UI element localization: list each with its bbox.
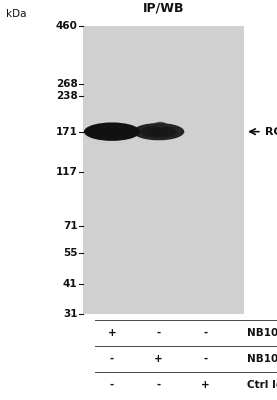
Text: 31: 31 <box>63 309 78 319</box>
Ellipse shape <box>92 125 132 138</box>
Ellipse shape <box>154 122 167 128</box>
Text: -: - <box>203 354 207 364</box>
Bar <box>83 26 244 314</box>
Text: 117: 117 <box>56 167 78 177</box>
Text: kDa: kDa <box>6 9 26 19</box>
Text: 268: 268 <box>56 79 78 89</box>
Ellipse shape <box>133 123 184 140</box>
Text: -: - <box>110 380 114 390</box>
Text: 41: 41 <box>63 279 78 289</box>
Text: RCD8: RCD8 <box>265 127 277 137</box>
Text: -: - <box>110 354 114 364</box>
Text: +: + <box>201 380 210 390</box>
Text: 460: 460 <box>56 21 78 31</box>
Ellipse shape <box>84 122 140 141</box>
Text: -: - <box>157 380 161 390</box>
Text: IP/WB: IP/WB <box>143 2 184 15</box>
Text: NB100-2273-1: NB100-2273-1 <box>247 328 277 338</box>
Ellipse shape <box>101 127 123 136</box>
Text: 71: 71 <box>63 220 78 230</box>
Text: 238: 238 <box>56 91 78 101</box>
Text: Ctrl IgG: Ctrl IgG <box>247 380 277 390</box>
Ellipse shape <box>148 127 169 136</box>
Text: 55: 55 <box>63 248 78 258</box>
Text: 171: 171 <box>56 127 78 137</box>
Text: +: + <box>108 328 116 338</box>
Text: NB100-2273-2: NB100-2273-2 <box>247 354 277 364</box>
Text: +: + <box>154 354 163 364</box>
Text: -: - <box>157 328 161 338</box>
Ellipse shape <box>141 126 177 138</box>
Text: -: - <box>203 328 207 338</box>
